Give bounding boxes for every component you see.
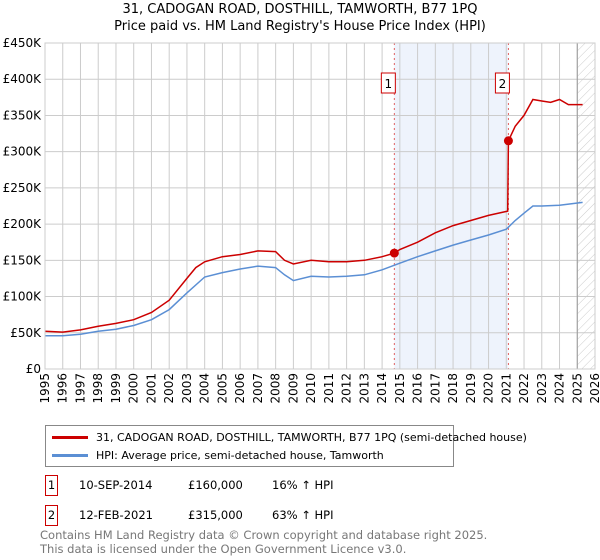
x-tick-label: 2018 — [446, 373, 460, 404]
table-row: 1 10-SEP-2014 £160,000 16% ↑ HPI — [45, 475, 445, 496]
x-tick-label: 2022 — [517, 373, 531, 404]
x-tick-label: 2017 — [428, 373, 442, 404]
sale-point — [389, 248, 399, 258]
x-tick-label: 1997 — [73, 373, 87, 404]
legend-label-property: 31, CADOGAN ROAD, DOSTHILL, TAMWORTH, B7… — [96, 430, 527, 444]
sale-date: 12-FEB-2021 — [79, 508, 153, 522]
table-row: 2 12-FEB-2021 £315,000 63% ↑ HPI — [45, 505, 445, 526]
y-tick-label: £100K — [3, 290, 43, 304]
chart-subtitle: Price paid vs. HM Land Registry's House … — [114, 19, 486, 34]
x-tick-label: 2016 — [411, 373, 425, 404]
footer-licence: This data is licensed under the Open Gov… — [40, 542, 407, 556]
price-chart: 1995 1996 1997 1998 1999 2000 2001 2002 2003 2004… — [3, 36, 600, 404]
y-tick-label: £0 — [26, 362, 41, 376]
x-tick-label: 1998 — [91, 373, 105, 404]
x-tick-label: 2024 — [553, 373, 567, 404]
x-tick-label: 2005 — [215, 373, 229, 404]
legend: 31, CADOGAN ROAD, DOSTHILL, TAMWORTH, B7… — [45, 425, 527, 467]
y-tick-label: £400K — [3, 72, 43, 86]
sale-price: £160,000 — [188, 478, 243, 492]
y-tick-label: £50K — [10, 326, 42, 340]
y-tick-label: £300K — [3, 145, 43, 159]
x-tick-label: 2015 — [393, 373, 407, 404]
sale-date: 10-SEP-2014 — [79, 478, 153, 492]
shaded-ownership-period — [394, 43, 509, 369]
sale-label-box — [380, 72, 396, 94]
legend-label-hpi: HPI: Average price, semi-detached house,… — [96, 448, 384, 462]
x-tick-label: 2009 — [286, 373, 300, 404]
y-tick-label: £200K — [3, 217, 43, 231]
x-tick-label: 1995 — [38, 373, 52, 404]
x-tick-label: 2023 — [535, 373, 549, 404]
x-tick-label: 2006 — [233, 373, 247, 404]
series-line — [45, 201, 583, 337]
sale-hpi-change: 16% ↑ HPI — [272, 478, 334, 492]
sale-hpi-change: 63% ↑ HPI — [272, 508, 334, 522]
legend-red-line — [52, 435, 88, 439]
x-tick-label: 2008 — [269, 373, 283, 404]
x-tick-label: 2012 — [340, 373, 354, 404]
x-tick-label: 1999 — [109, 373, 123, 404]
plot-frame — [44, 42, 596, 370]
x-tick-label: 2019 — [464, 373, 478, 404]
sale-marker-badge: 2 — [45, 505, 58, 526]
legend-blue-line — [52, 453, 88, 457]
x-tick-label: 2025 — [570, 373, 584, 404]
x-tick-label: 1996 — [56, 373, 70, 404]
chart-title: 31, CADOGAN ROAD, DOSTHILL, TAMWORTH, B7… — [122, 2, 478, 17]
x-tick-label: 2020 — [482, 373, 496, 404]
sale-label: 2 — [499, 77, 507, 91]
x-tick-label: 2010 — [304, 373, 318, 404]
x-tick-label: 2007 — [251, 373, 265, 404]
x-tick-label: 2002 — [162, 373, 176, 404]
sale-point — [503, 136, 513, 146]
x-tick-label: 2001 — [144, 373, 158, 404]
x-tick-label: 2026 — [588, 373, 600, 404]
sale-label-box — [494, 72, 510, 94]
x-tick-label: 2003 — [180, 373, 194, 404]
x-tick-label: 2014 — [375, 373, 389, 404]
y-tick-label: £250K — [3, 181, 43, 195]
sale-price: £315,000 — [188, 508, 243, 522]
x-tick-label: 2000 — [127, 373, 141, 404]
sale-label: 1 — [385, 77, 393, 91]
footer-copyright: Contains HM Land Registry data © Crown c… — [40, 528, 488, 542]
series-line — [44, 98, 583, 333]
y-tick-label: £150K — [3, 253, 43, 267]
forecast-hatch-region — [577, 43, 595, 369]
x-tick-label: 2004 — [198, 373, 212, 404]
x-tick-label: 2013 — [357, 373, 371, 404]
x-tick-label: 2021 — [499, 373, 513, 404]
sale-marker-badge: 1 — [45, 475, 58, 496]
x-tick-label: 2011 — [322, 373, 336, 404]
footer: Contains HM Land Registry data © Crown c… — [40, 528, 487, 556]
y-tick-label: £350K — [3, 108, 43, 122]
y-tick-label: £450K — [3, 36, 43, 50]
